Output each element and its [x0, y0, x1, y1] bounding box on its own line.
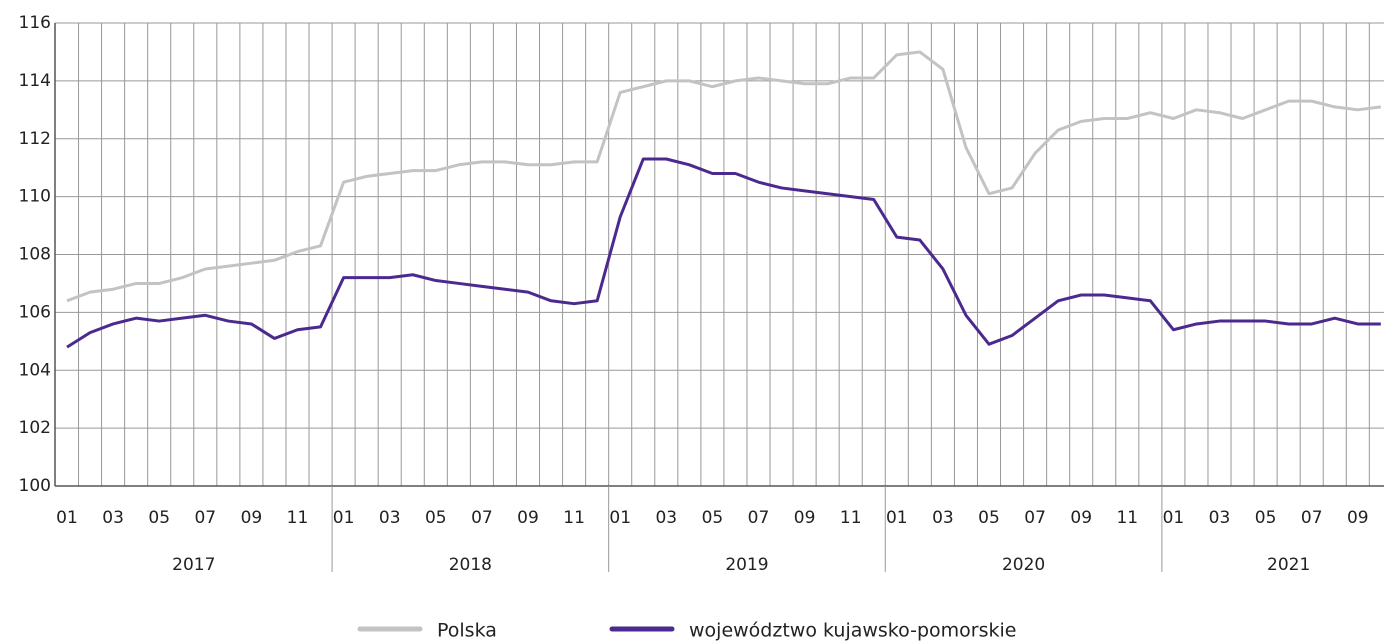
- x-tick-label: 09: [1070, 508, 1092, 528]
- x-tick-label: 01: [1163, 508, 1185, 528]
- y-tick-label: 116: [19, 13, 51, 33]
- y-tick-label: 112: [19, 129, 51, 149]
- x-tick-label: 11: [1116, 508, 1138, 528]
- x-tick-label: 01: [886, 508, 908, 528]
- series-line: [66, 157, 1381, 349]
- y-tick-label: 102: [19, 418, 51, 438]
- x-tick-label: 03: [102, 508, 124, 528]
- x-tick-label: 11: [287, 508, 309, 528]
- year-label: 2021: [1267, 555, 1310, 575]
- x-tick-label: 03: [379, 508, 401, 528]
- year-label: 2019: [725, 555, 768, 575]
- year-label: 2017: [172, 555, 215, 575]
- x-tick-label: 01: [333, 508, 355, 528]
- x-tick-label: 01: [609, 508, 631, 528]
- x-tick-label: 07: [748, 508, 770, 528]
- x-tick-label: 07: [194, 508, 216, 528]
- legend-label: województwo kujawsko-pomorskie: [689, 620, 1016, 642]
- x-tick-label: 05: [978, 508, 1000, 528]
- x-tick-label: 01: [56, 508, 78, 528]
- x-tick-label: 11: [563, 508, 585, 528]
- x-tick-label: 07: [471, 508, 493, 528]
- x-tick-label: 11: [840, 508, 862, 528]
- y-tick-label: 108: [19, 245, 51, 265]
- year-label: 2020: [1002, 555, 1045, 575]
- y-tick-label: 114: [19, 71, 51, 91]
- x-tick-label: 05: [148, 508, 170, 528]
- x-tick-label: 03: [655, 508, 677, 528]
- x-tick-label: 09: [241, 508, 263, 528]
- x-tick-label: 07: [1301, 508, 1323, 528]
- year-label: 2018: [449, 555, 492, 575]
- x-tick-label: 09: [517, 508, 539, 528]
- x-tick-label: 09: [794, 508, 816, 528]
- y-tick-label: 110: [19, 187, 51, 207]
- x-tick-label: 07: [1024, 508, 1046, 528]
- x-tick-label: 03: [932, 508, 954, 528]
- x-tick-label: 05: [702, 508, 724, 528]
- series-line: [66, 50, 1382, 303]
- y-tick-label: 104: [19, 360, 51, 380]
- y-tick-label: 100: [19, 476, 51, 496]
- y-tick-label: 106: [19, 302, 51, 322]
- x-tick-label: 05: [425, 508, 447, 528]
- x-tick-label: 09: [1347, 508, 1369, 528]
- legend-label: Polska: [437, 620, 497, 642]
- x-tick-label: 03: [1209, 508, 1231, 528]
- x-tick-label: 05: [1255, 508, 1277, 528]
